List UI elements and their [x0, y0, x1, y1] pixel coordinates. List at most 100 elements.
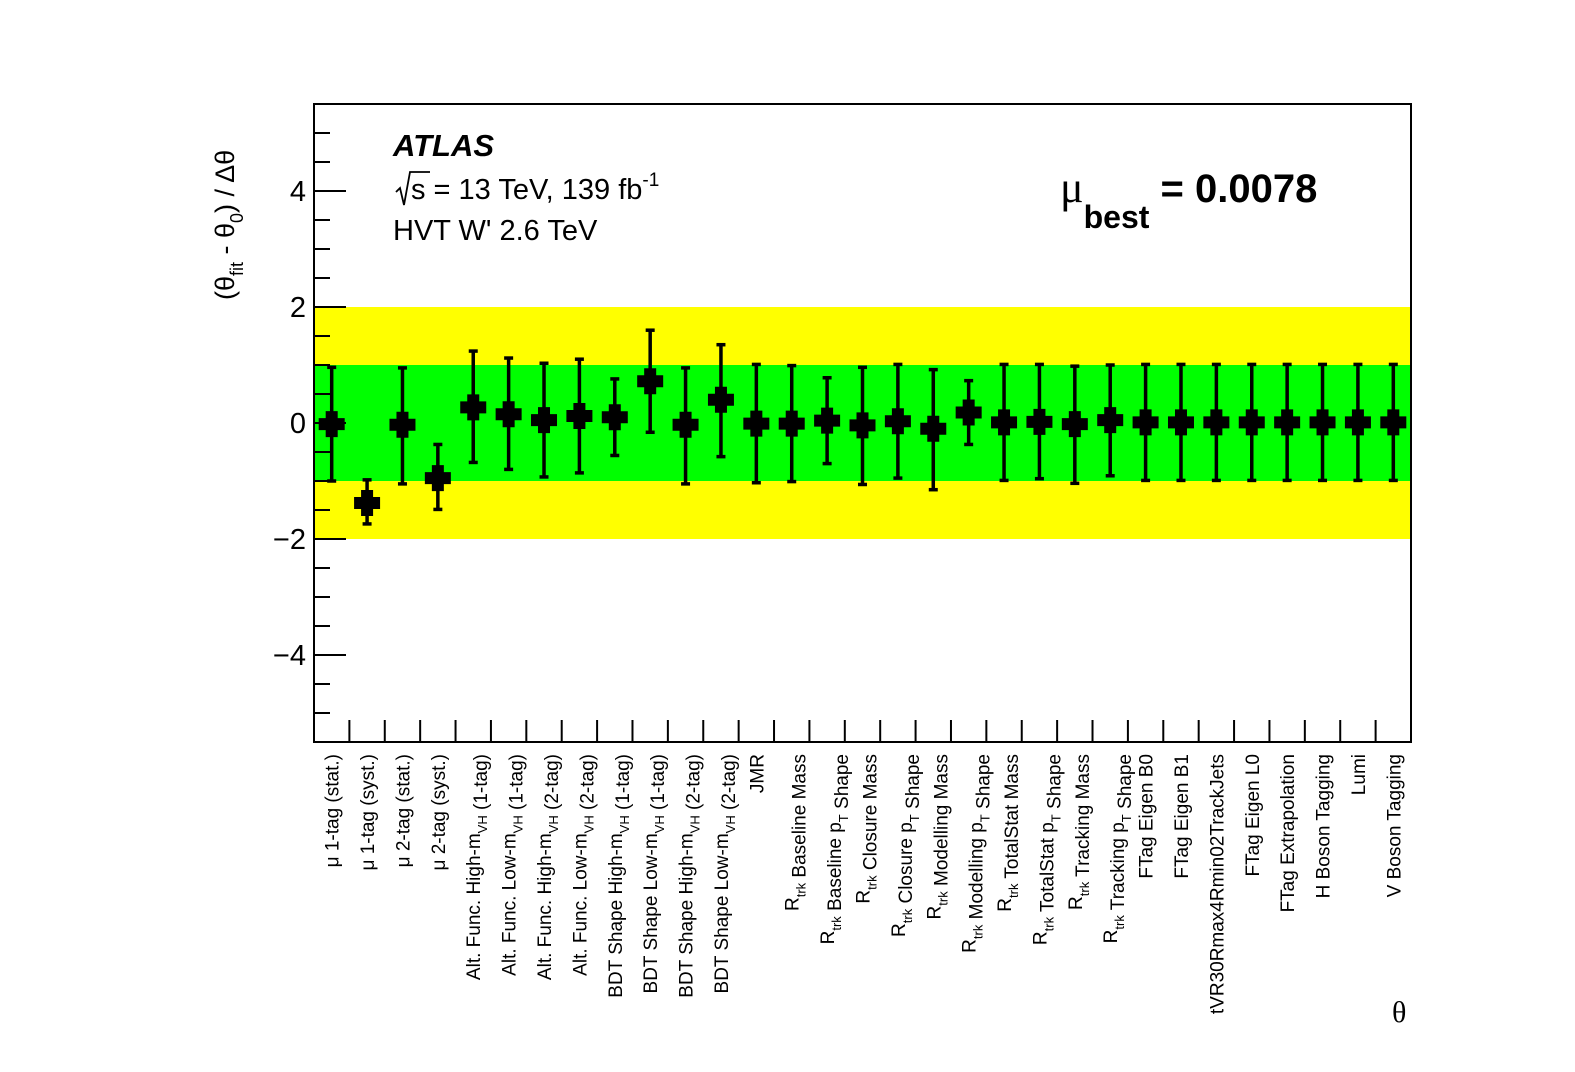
label-text: TotalStat Mass	[1002, 754, 1023, 884]
label-text: R	[1101, 930, 1122, 944]
pull-point	[1309, 362, 1336, 483]
label-text: Baseline p	[825, 822, 846, 916]
pull-point	[1097, 363, 1124, 478]
energy-text: = 13 TeV, 139 fb	[426, 174, 643, 206]
label-text: Shape	[903, 754, 924, 814]
label-text: μ 2-tag (syst.)	[429, 754, 450, 871]
label-subscript: trk	[794, 882, 809, 897]
y-title-mid: - θ	[210, 223, 240, 262]
y-title-close: ) / Δθ	[210, 150, 240, 213]
pull-point	[1238, 362, 1265, 483]
label-subscript: trk	[1077, 881, 1092, 896]
label-text: FTag Eigen B0	[1137, 754, 1158, 879]
label-subscript: trk	[971, 924, 986, 939]
pull-marker	[1132, 409, 1159, 436]
pull-marker	[354, 490, 381, 517]
pull-marker	[601, 404, 628, 431]
pull-marker	[1309, 409, 1336, 436]
y-tick-label: 0	[290, 408, 306, 440]
pull-point	[460, 349, 487, 465]
pull-marker	[1097, 407, 1124, 434]
pull-point	[495, 356, 522, 472]
label-text: Alt. Func. Low-m	[570, 833, 591, 976]
pull-point	[1380, 362, 1407, 483]
pull-marker	[778, 410, 805, 437]
y-title-zero-sub: 0	[227, 213, 247, 223]
signal-label: HVT W' 2.6 TeV	[393, 215, 598, 247]
y-tick-label: 4	[290, 176, 306, 208]
pull-point	[389, 366, 416, 486]
label-text: Shape	[832, 754, 853, 814]
pull-point	[1061, 364, 1088, 486]
energy-line: s = 13 TeV, 139 fb-1	[395, 170, 659, 206]
pull-point	[743, 362, 770, 485]
pull-marker	[531, 407, 558, 434]
label-text: R	[854, 890, 875, 904]
pull-marker	[920, 415, 947, 442]
label-subscript: VH	[546, 815, 561, 833]
label-text: FTag Eigen L0	[1243, 754, 1264, 877]
x-category-label: FTag Eigen B1	[1172, 754, 1193, 879]
label-text: Tracking Mass	[1073, 754, 1094, 882]
pull-marker	[849, 412, 876, 439]
svg-text:s = 13 TeV, 139 fb-1: s = 13 TeV, 139 fb-1	[411, 170, 659, 206]
x-category-label: Lumi	[1349, 754, 1370, 795]
label-text: (1-tag)	[507, 754, 528, 815]
x-category-label: BDT Shape High-mVH (2-tag)	[677, 754, 705, 998]
label-subscript: trk	[1041, 916, 1056, 931]
label-text: Shape	[974, 754, 995, 814]
label-subscript: T	[907, 814, 922, 822]
x-category-label: Rtrk Tracking pT Shape	[1101, 754, 1136, 943]
x-tick-labels: μ 1-tag (stat.) μ 1-tag (syst.) μ 2-tag (s…	[323, 754, 1406, 1014]
pull-marker	[1167, 409, 1194, 436]
pull-marker	[672, 411, 699, 438]
y-tick-label: 2	[290, 292, 306, 324]
x-category-label: μ 1-tag (stat.)	[323, 754, 344, 867]
x-category-label: Rtrk TotalStat Mass	[995, 754, 1023, 912]
pull-marker	[318, 411, 345, 438]
mu-best-label: μbest = 0.0078	[1060, 163, 1317, 235]
label-text: (2-tag)	[577, 754, 598, 815]
pull-point	[955, 378, 982, 447]
x-category-label: Rtrk Tracking Mass	[1066, 754, 1094, 910]
label-text: (2-tag)	[719, 754, 740, 815]
pull-point	[1274, 362, 1301, 483]
y-tick-label: −2	[273, 524, 306, 556]
y-title-fit-sub: fit	[227, 262, 247, 276]
axes: −4 −2 0 2 4	[273, 132, 1377, 742]
pull-point	[1132, 362, 1159, 483]
label-text: R	[1066, 896, 1087, 910]
pull-marker	[743, 410, 770, 437]
x-category-label: μ 2-tag (stat.)	[393, 754, 414, 867]
label-subscript: VH	[688, 815, 703, 833]
x-category-label: V Boson Tagging	[1384, 754, 1405, 897]
pull-point	[531, 361, 558, 479]
x-category-label: Rtrk Modelling Mass	[924, 754, 952, 919]
label-text: H Boson Tagging	[1314, 754, 1335, 898]
x-category-label: Alt. Func. High-mVH (1-tag)	[464, 754, 492, 980]
pull-marker	[389, 411, 416, 438]
x-category-label: BDT Shape High-mVH (1-tag)	[606, 754, 634, 998]
label-text: V Boson Tagging	[1384, 754, 1405, 897]
x-category-label: FTag Extrapolation	[1278, 754, 1299, 912]
mu-subscript: best	[1084, 199, 1150, 235]
label-text: tVR30Rmax4Rmin02TrackJets	[1207, 754, 1228, 1014]
x-category-label: FTag Eigen L0	[1243, 754, 1264, 877]
label-text: BDT Shape High-m	[677, 833, 698, 997]
pull-point	[884, 362, 911, 480]
label-text: R	[783, 897, 804, 911]
pull-point	[354, 478, 381, 526]
pull-point	[1344, 362, 1371, 483]
pull-marker	[637, 368, 664, 395]
energy-superscript: -1	[642, 170, 659, 191]
label-subscript: T	[978, 814, 993, 822]
pull-marker	[814, 407, 841, 434]
label-text: Lumi	[1349, 754, 1370, 795]
pull-marker	[495, 401, 522, 428]
pull-marker	[1238, 409, 1265, 436]
label-text: Modelling p	[967, 822, 988, 924]
pull-marker	[955, 399, 982, 426]
x-category-label: Rtrk Closure pT Shape	[889, 754, 924, 937]
x-category-label: tVR30Rmax4Rmin02TrackJets	[1207, 754, 1228, 1014]
